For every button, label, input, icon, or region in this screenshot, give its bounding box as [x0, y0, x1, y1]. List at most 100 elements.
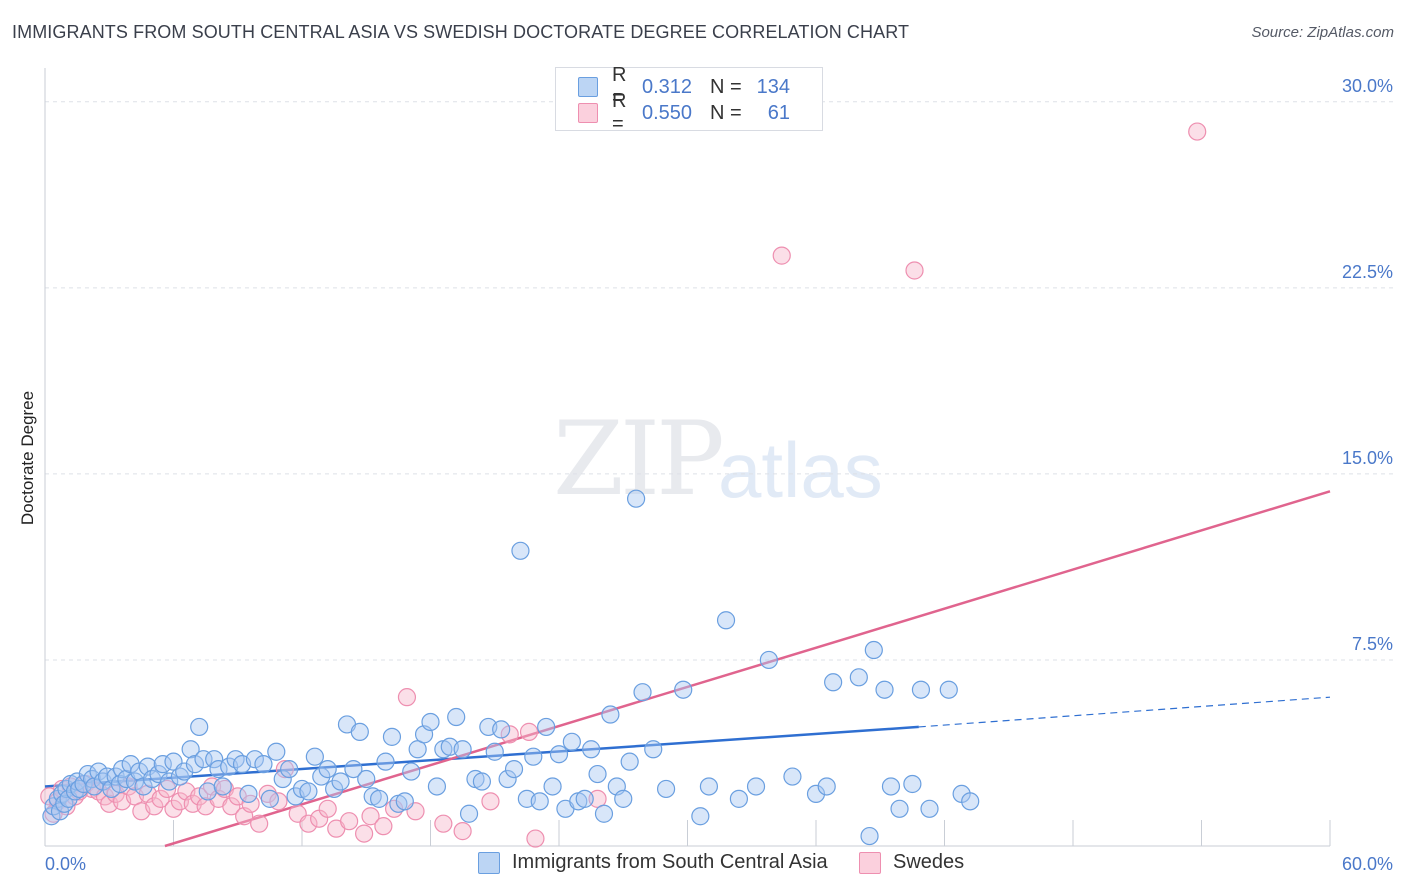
point-immigrants: [350, 722, 369, 741]
point-immigrants: [160, 772, 179, 791]
point-swedes: [519, 722, 539, 741]
point-immigrants: [524, 747, 543, 766]
point-immigrants: [911, 680, 931, 699]
point-immigrants: [260, 789, 279, 808]
point-immigrants: [656, 779, 676, 799]
legend-item-swedes[interactable]: Swedes: [859, 851, 964, 874]
r-value: 0.550: [642, 101, 693, 124]
trend-line-immigrants-extension: [918, 696, 1331, 728]
watermark-zip: ZIP: [553, 400, 725, 519]
point-immigrants: [213, 777, 232, 796]
point-immigrants: [421, 712, 440, 732]
point-immigrants: [626, 489, 646, 508]
point-swedes: [222, 797, 241, 816]
point-immigrants: [881, 777, 901, 796]
point-immigrants: [175, 762, 194, 781]
point-immigrants: [620, 752, 639, 771]
point-immigrants: [633, 683, 652, 702]
point-immigrants: [472, 772, 491, 791]
point-immigrants: [817, 777, 836, 796]
point-immigrants: [325, 779, 344, 799]
chart-title: IMMIGRANTS FROM SOUTH CENTRAL ASIA VS SW…: [12, 22, 910, 42]
point-immigrants: [245, 750, 264, 769]
point-immigrants: [305, 747, 324, 766]
axes: [44, 68, 1331, 847]
point-immigrants: [498, 769, 517, 789]
point-immigrants: [849, 668, 868, 687]
point-immigrants: [194, 750, 213, 769]
x-tick-label: 0.0%: [45, 854, 86, 874]
n-label: N =: [710, 75, 742, 98]
point-immigrants: [267, 742, 286, 761]
point-immigrants: [190, 717, 209, 737]
pink-swatch: [859, 851, 881, 874]
point-immigrants: [806, 784, 826, 804]
r-label: R =: [612, 64, 627, 109]
point-immigrants: [864, 640, 883, 660]
point-swedes: [526, 829, 545, 848]
y-tick-label: 22.5%: [1342, 262, 1393, 282]
point-swedes: [905, 261, 924, 280]
series-legend: Immigrants from South Central Asia Swede…: [0, 851, 1406, 877]
point-immigrants: [783, 767, 802, 786]
blue-swatch: [578, 77, 598, 97]
point-immigrants: [331, 772, 350, 791]
point-swedes: [157, 779, 177, 799]
point-immigrants: [562, 732, 581, 751]
r-label: R =: [612, 90, 627, 135]
point-immigrants: [860, 826, 879, 846]
point-immigrants: [181, 740, 200, 759]
trend-line-swedes: [164, 490, 1331, 848]
point-swedes: [340, 812, 359, 831]
point-immigrants: [614, 789, 633, 808]
point-immigrants: [89, 762, 108, 781]
stats-legend: R = 0.312 N = 134 R = 0.550 N = 61: [555, 64, 823, 135]
point-swedes: [355, 824, 374, 843]
point-immigrants: [370, 789, 389, 808]
point-immigrants: [875, 680, 894, 699]
source-label: Source: ZipAtlas.com: [1251, 24, 1394, 41]
point-immigrants: [280, 759, 299, 779]
point-immigrants: [746, 777, 766, 796]
point-swedes: [481, 792, 500, 811]
legend-item-immigrants[interactable]: Immigrants from South Central Asia: [478, 851, 828, 874]
point-immigrants: [485, 742, 504, 761]
point-immigrants: [153, 755, 172, 774]
point-immigrants: [185, 755, 205, 774]
point-immigrants: [376, 752, 395, 771]
point-swedes: [250, 814, 269, 833]
point-immigrants: [344, 759, 363, 779]
point-immigrants: [594, 804, 614, 823]
point-immigrants: [357, 769, 376, 789]
point-immigrants: [83, 769, 102, 789]
n-value: 61: [767, 101, 790, 124]
point-immigrants: [582, 740, 601, 759]
point-immigrants: [447, 707, 466, 727]
point-swedes: [151, 789, 170, 808]
point-immigrants: [537, 717, 556, 737]
n-value: 134: [756, 75, 790, 98]
point-immigrants: [890, 799, 909, 818]
legend-label: Swedes: [893, 851, 965, 873]
point-immigrants: [402, 762, 421, 781]
point-swedes: [318, 799, 337, 818]
point-immigrants: [716, 611, 736, 630]
point-swedes: [1188, 122, 1207, 141]
point-swedes: [500, 725, 519, 744]
point-swedes: [772, 246, 791, 265]
point-immigrants: [674, 680, 693, 699]
point-immigrants: [691, 807, 710, 826]
point-immigrants: [601, 705, 620, 724]
legend-label: Immigrants from South Central Asia: [512, 851, 828, 873]
point-swedes: [397, 688, 417, 707]
point-immigrants: [239, 784, 258, 804]
point-immigrants: [395, 792, 414, 811]
stats-row-pink: R = 0.550 N = 61: [578, 90, 790, 135]
point-swedes: [361, 807, 380, 826]
point-swedes: [374, 817, 393, 836]
y-tick-label: 7.5%: [1352, 634, 1393, 654]
point-immigrants: [543, 777, 562, 796]
blue-swatch: [478, 851, 500, 874]
point-immigrants: [699, 777, 719, 796]
point-swedes: [434, 814, 453, 833]
